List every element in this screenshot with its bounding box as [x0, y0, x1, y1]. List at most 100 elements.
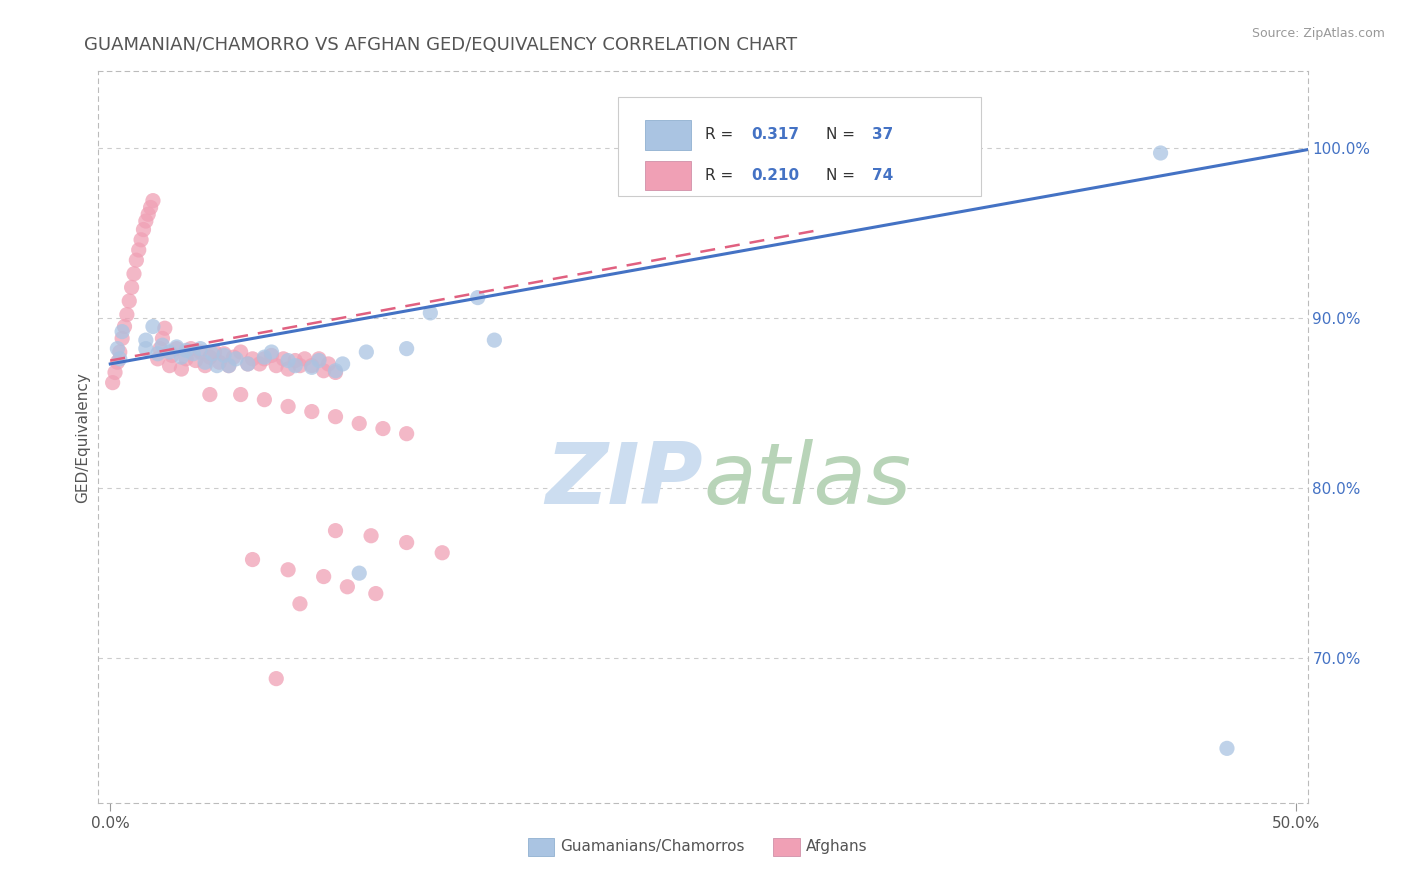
Point [166, 342, 188, 356]
Point [301, 359, 323, 373]
Point [198, 387, 221, 401]
Text: R =: R = [706, 168, 738, 183]
Point [114, 319, 136, 334]
Point [308, 353, 330, 368]
Point [301, 404, 323, 418]
Point [152, 331, 174, 345]
Point [325, 366, 347, 380]
Point [194, 355, 217, 369]
Point [184, 353, 207, 368]
Point [253, 392, 276, 407]
Text: GUAMANIAN/CHAMORRO VS AFGHAN GED/EQUIVALENCY CORRELATION CHART: GUAMANIAN/CHAMORRO VS AFGHAN GED/EQUIVAL… [84, 36, 797, 54]
Point [208, 355, 231, 369]
Point [108, 345, 131, 359]
Point [360, 529, 382, 543]
Text: R =: R = [706, 128, 738, 143]
Point [180, 342, 202, 356]
Point [111, 331, 134, 345]
Point [332, 357, 354, 371]
Point [146, 347, 169, 361]
Point [277, 563, 299, 577]
FancyBboxPatch shape [619, 97, 981, 195]
Point [146, 351, 169, 366]
Text: Afghans: Afghans [806, 839, 868, 855]
Point [273, 351, 295, 366]
Point [121, 280, 143, 294]
Point [229, 387, 252, 401]
Point [136, 207, 159, 221]
Point [142, 194, 165, 208]
Point [347, 417, 370, 431]
Point [312, 364, 335, 378]
Point [253, 350, 276, 364]
Point [1216, 741, 1239, 756]
Point [284, 353, 307, 368]
Point [277, 400, 299, 414]
Text: 0.317: 0.317 [751, 128, 800, 143]
Y-axis label: GED/Equivalency: GED/Equivalency [75, 372, 90, 502]
Text: ZIP: ZIP [546, 440, 703, 523]
FancyBboxPatch shape [645, 120, 690, 150]
Point [1149, 146, 1171, 161]
Point [325, 524, 347, 538]
Point [288, 597, 311, 611]
Point [142, 319, 165, 334]
Point [325, 364, 347, 378]
Point [190, 342, 212, 356]
Point [153, 321, 176, 335]
Point [253, 351, 276, 366]
Point [218, 359, 240, 373]
Point [318, 357, 340, 371]
Text: N =: N = [827, 128, 860, 143]
Point [249, 357, 271, 371]
Point [105, 342, 128, 356]
Point [236, 357, 259, 371]
Point [190, 345, 212, 359]
Point [194, 359, 217, 373]
Point [181, 347, 204, 361]
Text: Source: ZipAtlas.com: Source: ZipAtlas.com [1251, 27, 1385, 40]
Point [118, 293, 141, 308]
Point [201, 347, 224, 361]
Point [205, 359, 228, 373]
Point [301, 360, 323, 375]
Point [218, 359, 240, 373]
Point [395, 426, 418, 441]
Point [160, 348, 183, 362]
Point [111, 325, 134, 339]
Point [242, 351, 264, 366]
Point [467, 291, 489, 305]
Point [149, 342, 172, 356]
Point [225, 351, 247, 366]
FancyBboxPatch shape [773, 838, 800, 856]
Point [264, 359, 287, 373]
Point [174, 351, 197, 366]
Point [277, 362, 299, 376]
Text: Guamanians/Chamorros: Guamanians/Chamorros [561, 839, 745, 855]
Point [288, 359, 311, 373]
Point [432, 546, 454, 560]
Point [139, 201, 162, 215]
Point [101, 376, 124, 390]
Point [264, 672, 287, 686]
Point [356, 345, 378, 359]
Text: N =: N = [827, 168, 860, 183]
Point [260, 345, 283, 359]
Text: 0.210: 0.210 [751, 168, 800, 183]
Point [174, 343, 197, 358]
Point [364, 586, 387, 600]
Point [170, 362, 193, 376]
Point [212, 348, 235, 362]
Point [395, 342, 418, 356]
Point [371, 421, 394, 435]
Point [129, 233, 152, 247]
FancyBboxPatch shape [645, 161, 690, 190]
Point [277, 353, 299, 368]
Point [135, 214, 157, 228]
Point [108, 351, 131, 366]
Point [395, 535, 418, 549]
Point [166, 340, 188, 354]
Point [159, 359, 181, 373]
Point [347, 566, 370, 581]
Text: 37: 37 [872, 128, 894, 143]
